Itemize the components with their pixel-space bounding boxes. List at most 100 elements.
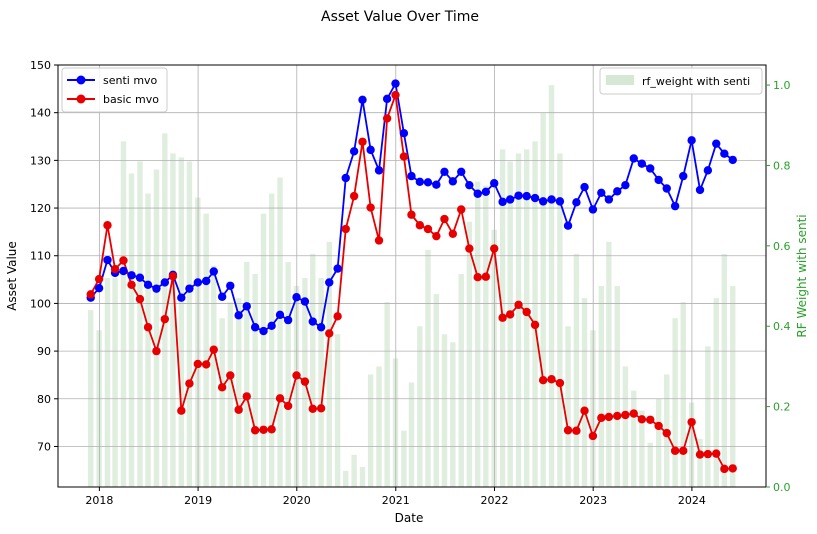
series-point-1 bbox=[547, 375, 556, 384]
series-point-1 bbox=[275, 394, 285, 403]
series-point-1 bbox=[580, 406, 589, 415]
legend-basic-marker bbox=[76, 94, 86, 104]
series-point-0 bbox=[547, 195, 556, 204]
rf-weight-bar bbox=[672, 318, 678, 487]
rf-weight-bar bbox=[466, 221, 473, 488]
series-point-0 bbox=[505, 195, 515, 204]
series-point-0 bbox=[127, 271, 136, 280]
series-point-0 bbox=[572, 198, 581, 207]
series-point-1 bbox=[168, 272, 178, 281]
series-point-1 bbox=[514, 300, 523, 310]
series-point-1 bbox=[283, 401, 293, 411]
rf-weight-bar bbox=[483, 185, 489, 487]
y2-tick-label: 1.0 bbox=[773, 79, 791, 92]
series-point-1 bbox=[621, 410, 630, 420]
series-point-1 bbox=[407, 210, 416, 219]
series-point-0 bbox=[703, 166, 713, 175]
y2-tick-label: 0.6 bbox=[773, 240, 791, 253]
series-point-1 bbox=[670, 446, 680, 455]
series-point-1 bbox=[119, 256, 128, 265]
series-point-1 bbox=[209, 345, 218, 354]
series-point-0 bbox=[481, 187, 491, 197]
rf-weight-bar bbox=[581, 298, 588, 487]
series-point-0 bbox=[202, 276, 211, 286]
series-point-1 bbox=[538, 375, 548, 385]
rf-weight-bar bbox=[367, 374, 374, 487]
y2-axis-ticks: 0.0 0.2 0.4 0.6 0.8 1.0 bbox=[766, 79, 791, 494]
series-point-1 bbox=[432, 231, 441, 241]
y2-tick-label: 0.8 bbox=[773, 159, 791, 172]
rf-weight-bar bbox=[227, 302, 233, 487]
series-point-1 bbox=[391, 90, 400, 100]
series-point-1 bbox=[226, 371, 235, 380]
rf-weight-bar bbox=[268, 193, 275, 488]
series-point-0 bbox=[530, 193, 540, 203]
series-point-0 bbox=[366, 145, 375, 155]
rf-weight-bar bbox=[606, 241, 612, 487]
series-point-0 bbox=[720, 149, 729, 158]
series-point-0 bbox=[234, 311, 243, 320]
rf-weight-bar bbox=[401, 430, 407, 487]
y2-tick-label: 0.4 bbox=[773, 320, 791, 333]
series-point-1 bbox=[382, 114, 392, 123]
rf-weight-bar bbox=[680, 302, 686, 487]
series-point-1 bbox=[720, 464, 729, 474]
rf-weight-bar bbox=[730, 286, 736, 487]
series-point-0 bbox=[588, 205, 598, 214]
series-point-0 bbox=[613, 187, 622, 196]
plot-frame bbox=[57, 64, 767, 488]
series-point-1 bbox=[110, 264, 120, 274]
rf-weight-bar bbox=[178, 157, 185, 487]
series-point-1 bbox=[457, 205, 466, 214]
series-point-0 bbox=[185, 284, 194, 293]
series-point-1 bbox=[604, 412, 614, 422]
series-point-1 bbox=[498, 313, 507, 322]
series-point-1 bbox=[415, 221, 425, 230]
y-tick-label: 140 bbox=[30, 107, 51, 120]
rf-weight-bar bbox=[260, 213, 267, 487]
series-point-0 bbox=[358, 95, 367, 105]
series-point-1 bbox=[316, 404, 326, 413]
legend-senti-marker bbox=[76, 75, 86, 85]
series-point-1 bbox=[152, 346, 161, 356]
series-point-1 bbox=[448, 229, 458, 238]
series-point-1 bbox=[662, 428, 671, 438]
series-point-0 bbox=[432, 180, 441, 189]
rf-weight-bar bbox=[104, 278, 111, 487]
rf-weight-bar bbox=[310, 253, 316, 487]
series-point-0 bbox=[275, 310, 285, 320]
series-point-1 bbox=[629, 409, 638, 418]
series-point-1 bbox=[679, 446, 688, 455]
series-point-1 bbox=[127, 280, 136, 290]
series-point-0 bbox=[119, 266, 128, 276]
rf-weight-bar bbox=[153, 169, 160, 487]
series-point-1 bbox=[522, 307, 531, 317]
series-point-1 bbox=[185, 379, 194, 388]
series-point-0 bbox=[193, 278, 203, 287]
series-point-0 bbox=[94, 283, 104, 293]
legend-senti-label: senti mvo bbox=[103, 74, 158, 87]
series-point-1 bbox=[563, 426, 573, 435]
rf-weight-bar bbox=[244, 261, 250, 487]
rf-weight-bar bbox=[425, 249, 431, 487]
series-point-1 bbox=[597, 413, 606, 423]
rf-weight-bar bbox=[285, 261, 291, 487]
series-point-1 bbox=[646, 415, 655, 424]
series-point-1 bbox=[143, 323, 153, 332]
series-markers bbox=[86, 79, 737, 474]
series-point-1 bbox=[202, 360, 211, 369]
series-point-1 bbox=[465, 244, 474, 253]
rf-weight-bar bbox=[573, 253, 580, 487]
series-point-1 bbox=[366, 203, 375, 212]
rf-weight-bar bbox=[326, 241, 332, 487]
rf-weight-bar bbox=[351, 454, 357, 487]
series-point-0 bbox=[498, 197, 507, 207]
series-point-0 bbox=[563, 221, 573, 230]
x-tick-label: 2021 bbox=[382, 494, 410, 507]
series-point-0 bbox=[679, 171, 688, 181]
series-point-0 bbox=[242, 302, 251, 311]
series-point-1 bbox=[530, 320, 540, 330]
series-point-1 bbox=[654, 421, 663, 431]
rf-weight-bar bbox=[112, 278, 118, 487]
